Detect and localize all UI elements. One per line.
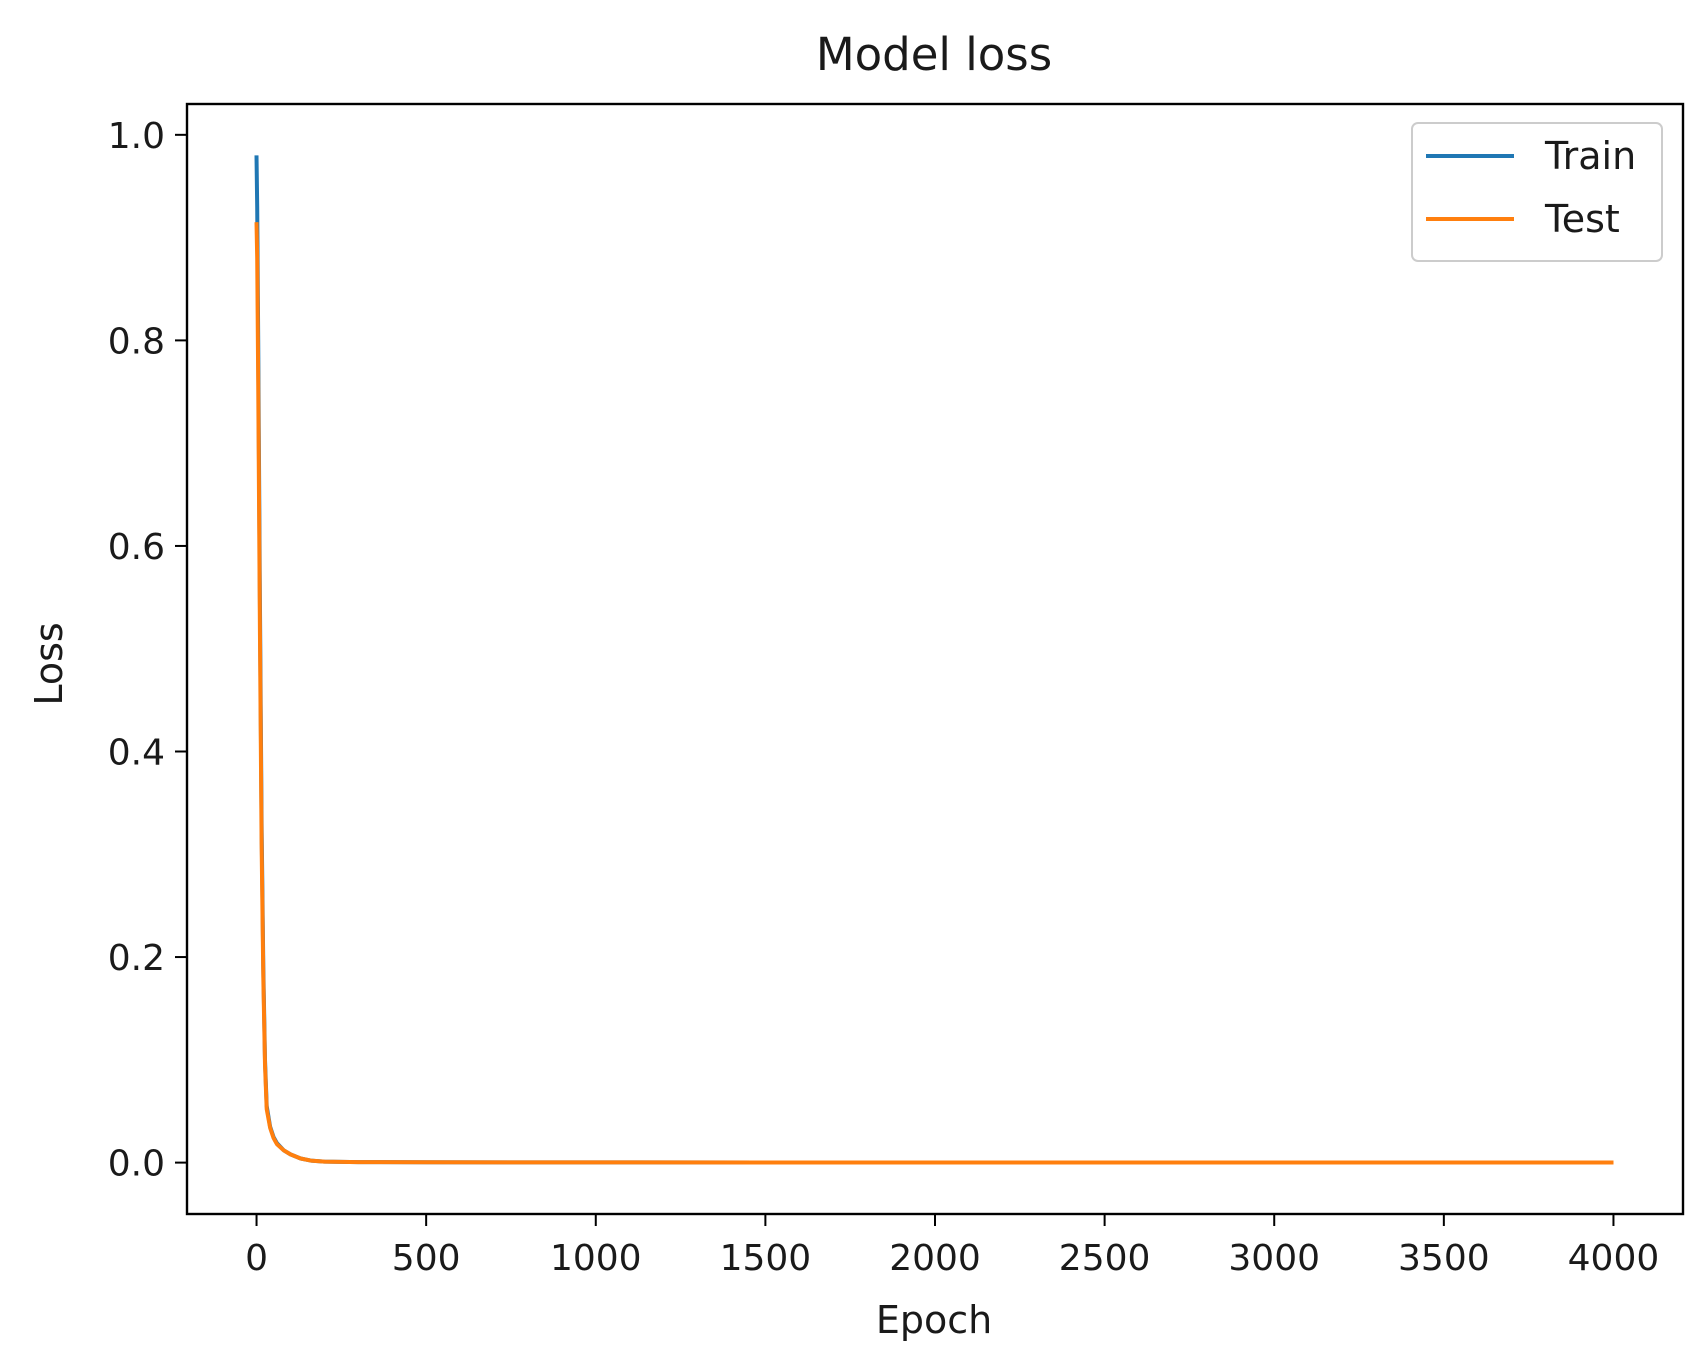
series-lines bbox=[254, 155, 1614, 1165]
series-line-test bbox=[254, 222, 1614, 1165]
y-axis-label: Loss bbox=[27, 622, 71, 705]
x-axis-ticks: 0 500 1000 1500 2000 2500 3000 3500 4000 bbox=[245, 1214, 1659, 1279]
x-tick-label: 4000 bbox=[1568, 1238, 1660, 1279]
y-tick-label: 0.6 bbox=[108, 527, 165, 568]
y-axis-ticks: 0.0 0.2 0.4 0.6 0.8 1.0 bbox=[108, 116, 187, 1185]
y-tick-label: 0.0 bbox=[108, 1144, 165, 1185]
x-tick-label: 1500 bbox=[720, 1238, 812, 1279]
x-axis-label: Epoch bbox=[876, 1298, 992, 1342]
legend-label-train: Train bbox=[1544, 134, 1636, 178]
x-tick-label: 0 bbox=[245, 1238, 268, 1279]
y-tick-label: 0.8 bbox=[108, 321, 165, 362]
y-tick-label: 0.4 bbox=[108, 733, 165, 774]
x-tick-label: 500 bbox=[392, 1238, 461, 1279]
x-tick-label: 1000 bbox=[550, 1238, 642, 1279]
x-tick-label: 3000 bbox=[1228, 1238, 1320, 1279]
x-tick-label: 2500 bbox=[1059, 1238, 1151, 1279]
x-tick-label: 3500 bbox=[1398, 1238, 1490, 1279]
chart-title: Model loss bbox=[816, 28, 1052, 81]
legend-label-test: Test bbox=[1544, 197, 1620, 241]
plot-area bbox=[185, 102, 1685, 1216]
x-tick-label: 2000 bbox=[889, 1238, 981, 1279]
legend: Train Test bbox=[1411, 122, 1663, 262]
y-tick-label: 0.2 bbox=[108, 938, 165, 979]
y-tick-label: 1.0 bbox=[108, 116, 165, 157]
